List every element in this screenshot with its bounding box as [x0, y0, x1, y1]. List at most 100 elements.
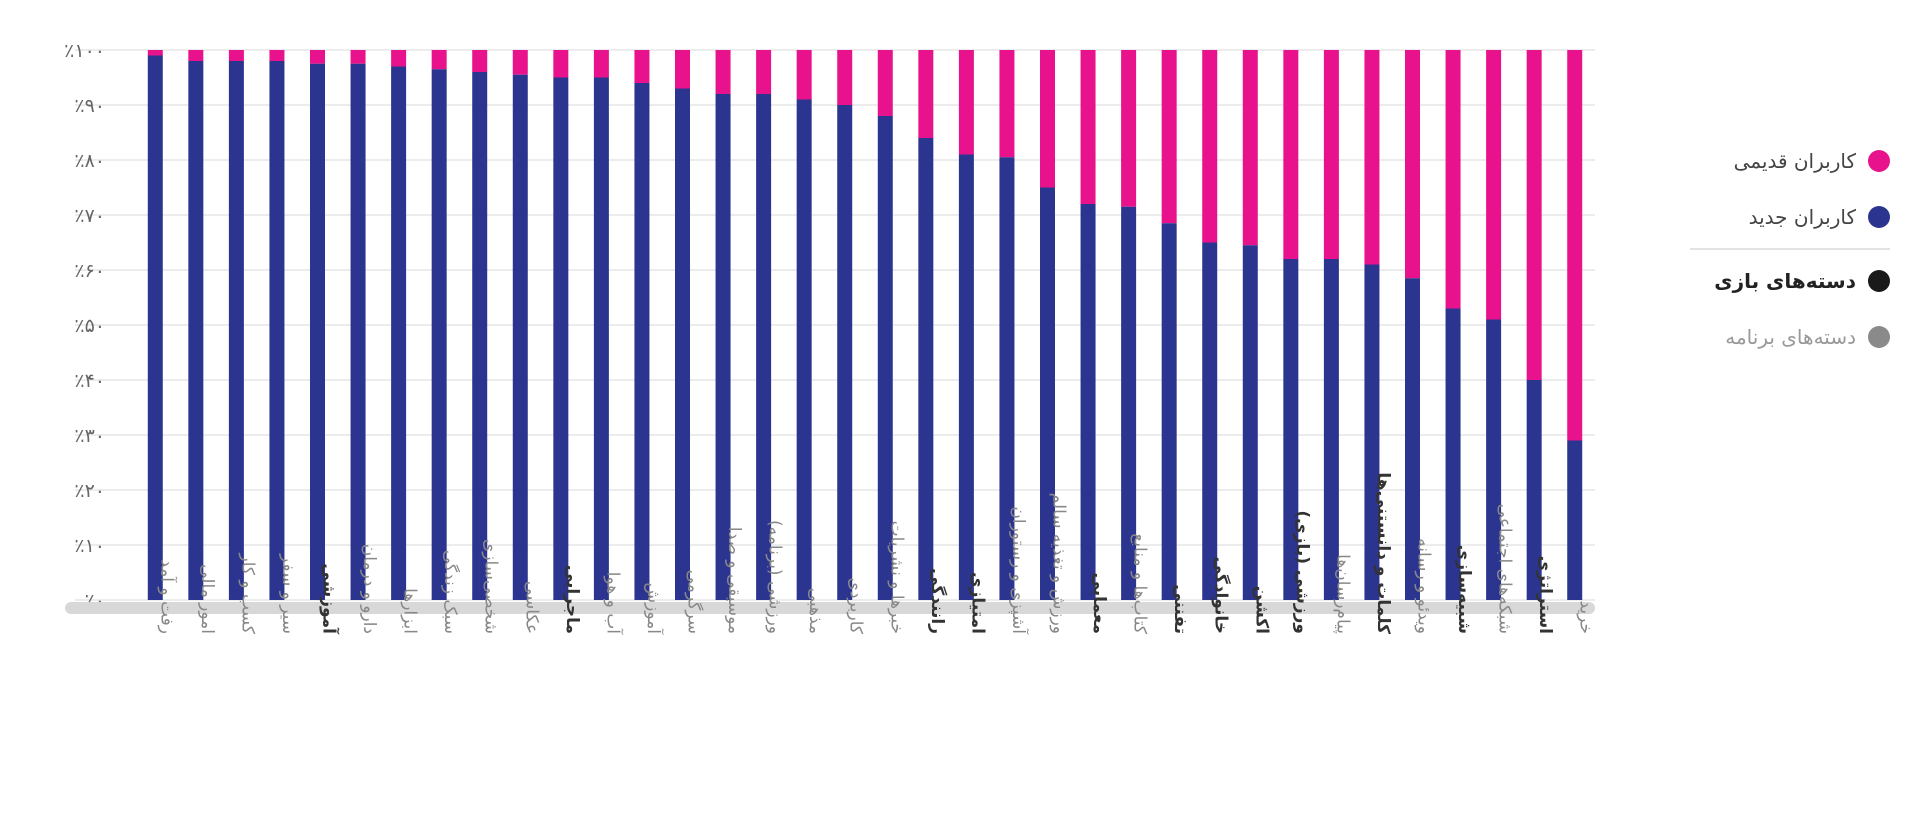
- x-category-label-11: آب و هوا: [602, 572, 624, 635]
- x-category-label-16: مذهبی: [805, 588, 825, 634]
- x-category-label-21: آشپزی و رستوران: [1008, 506, 1030, 635]
- bar-new-users-19: [918, 138, 934, 600]
- x-category-label-30: کلمات و دانستنی‌ها: [1373, 472, 1393, 634]
- legend-game-categories-label: دسته‌های بازی: [1714, 269, 1856, 293]
- x-category-label-0: رفت و آمد: [156, 559, 178, 634]
- y-tick-label-30: ٪۳۰: [74, 425, 105, 447]
- bar-old-users-3: [269, 50, 285, 61]
- bar-new-users-29: [1323, 259, 1339, 600]
- x-category-label-28: ورزشی (بازی): [1292, 510, 1312, 634]
- bar-old-users-35: [1567, 50, 1583, 441]
- x-category-label-22: ورزش و تغذیه سالم: [1049, 493, 1069, 634]
- bar-old-users-23: [1080, 50, 1096, 204]
- bar-new-users-3: [269, 61, 285, 600]
- x-category-label-23: معمایی: [1089, 573, 1109, 634]
- bar-new-users-25: [1161, 223, 1177, 600]
- bar-old-users-14: [715, 50, 731, 94]
- bar-new-users-24: [1121, 206, 1137, 600]
- bar-new-users-5: [350, 63, 366, 600]
- x-category-label-31: ویدئو و رسانه: [1414, 538, 1434, 634]
- bar-new-users-7: [431, 69, 447, 600]
- bar-old-users-27: [1242, 50, 1258, 246]
- x-category-label-13: سرگرمی: [684, 570, 705, 634]
- bar-old-users-31: [1405, 50, 1420, 279]
- legend-item-old-users[interactable]: کاربران قدیمی: [1690, 146, 1890, 176]
- bar-new-users-1: [188, 61, 204, 600]
- x-category-label-1: امور مالی: [197, 564, 217, 634]
- bar-new-users-34: [1526, 380, 1542, 600]
- x-category-label-5: دارو و درمان: [359, 544, 379, 634]
- bar-old-users-12: [634, 50, 650, 83]
- legend-new-users-label: کاربران جدید: [1748, 205, 1856, 229]
- bar-old-users-25: [1161, 50, 1177, 224]
- bar-new-users-13: [675, 88, 690, 600]
- legend-old-users-label: کاربران قدیمی: [1733, 149, 1856, 173]
- bar-old-users-15: [756, 50, 772, 94]
- bar-old-users-21: [999, 50, 1015, 158]
- bar-old-users-7: [431, 50, 447, 70]
- bar-old-users-32: [1445, 50, 1461, 309]
- y-tick-label-20: ٪۲۰: [74, 480, 105, 502]
- bar-old-users-18: [877, 50, 893, 116]
- bar-old-users-33: [1486, 50, 1502, 320]
- legend: کاربران قدیمی کاربران جدید دسته‌های بازی…: [1690, 146, 1890, 378]
- y-tick-label-60: ٪۶۰: [74, 260, 105, 282]
- bar-old-users-16: [796, 50, 812, 100]
- x-category-label-8: شخصی‌سازی: [481, 539, 501, 634]
- x-category-label-35: خرید: [1576, 600, 1596, 634]
- x-category-label-26: خانوادگی: [1211, 557, 1232, 634]
- y-tick-label-50: ٪۵۰: [74, 315, 105, 337]
- x-axis-baseline: [65, 602, 1595, 614]
- bar-new-users-14: [715, 94, 731, 600]
- legend-item-app-categories[interactable]: دسته‌های برنامه: [1690, 322, 1890, 352]
- y-tick-label-40: ٪۴۰: [74, 370, 105, 392]
- x-category-label-17: کاربردی: [846, 578, 866, 635]
- bar-old-users-10: [553, 50, 569, 78]
- x-category-label-12: آموزش: [643, 582, 665, 635]
- bar-old-users-5: [350, 50, 366, 64]
- legend-item-game-categories[interactable]: دسته‌های بازی: [1690, 266, 1890, 296]
- bar-new-users-27: [1242, 245, 1258, 600]
- x-category-label-6: ابزارها: [400, 588, 420, 634]
- y-tick-label-90: ٪۹۰: [74, 95, 105, 117]
- bar-new-users-33: [1486, 319, 1502, 600]
- bar-new-users-26: [1202, 242, 1218, 600]
- bar-old-users-4: [310, 50, 325, 64]
- bar-new-users-16: [796, 99, 812, 600]
- x-category-label-18: خبرها و نشریات: [886, 521, 906, 634]
- bar-new-users-10: [553, 77, 569, 600]
- bar-old-users-24: [1121, 50, 1137, 207]
- x-category-label-27: اکشن: [1251, 586, 1271, 634]
- y-tick-label-100: ٪۱۰۰: [64, 40, 105, 62]
- y-tick-label-70: ٪۷۰: [74, 205, 105, 227]
- bar-new-users-8: [472, 72, 488, 600]
- bar-new-users-12: [634, 83, 650, 600]
- x-category-label-4: آموزشی: [319, 563, 341, 635]
- x-category-label-32: شبیه‌سازی: [1454, 545, 1474, 634]
- bar-old-users-26: [1202, 50, 1218, 243]
- x-category-label-20: امتیازی: [967, 572, 987, 634]
- bar-new-users-23: [1080, 204, 1096, 600]
- x-category-label-25: تفننی: [1170, 584, 1190, 634]
- bar-old-users-9: [512, 50, 528, 75]
- bar-old-users-2: [228, 50, 244, 61]
- legend-game-categories-swatch: [1868, 270, 1890, 292]
- x-category-label-19: رانندگی: [927, 568, 948, 634]
- bar-old-users-19: [918, 50, 934, 138]
- bar-old-users-6: [391, 50, 407, 67]
- bar-new-users-21: [999, 157, 1015, 600]
- bar-old-users-17: [837, 50, 853, 105]
- legend-item-new-users[interactable]: کاربران جدید: [1690, 202, 1890, 232]
- x-category-label-9: عکاسی: [521, 581, 541, 634]
- bar-new-users-4: [310, 63, 325, 600]
- x-category-label-29: پیام‌رسان‌ها: [1332, 554, 1352, 634]
- bar-new-users-30: [1364, 264, 1380, 600]
- bar-old-users-8: [472, 50, 488, 72]
- bar-old-users-1: [188, 50, 204, 61]
- x-category-label-24: کتاب‌ها و منابع: [1130, 533, 1150, 635]
- bar-new-users-2: [228, 61, 244, 600]
- bar-new-users-22: [1040, 187, 1055, 600]
- bar-new-users-35: [1567, 440, 1583, 600]
- bar-old-users-28: [1283, 50, 1299, 259]
- legend-old-users-swatch: [1868, 150, 1890, 172]
